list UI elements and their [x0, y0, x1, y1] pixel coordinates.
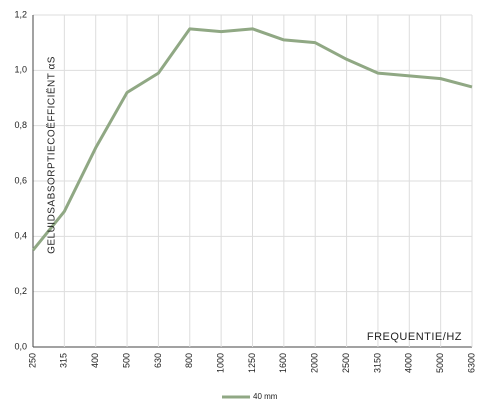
y-tick-label: 0,4	[14, 231, 27, 241]
plot: 0,0 0,2 0,4 0,6 0,8 1,0 1,2 250 315 400 500 630 800 1…	[14, 9, 476, 401]
x-tick-label: 630	[153, 353, 163, 368]
x-tick-label: 315	[59, 353, 69, 368]
x-tick-label: 800	[184, 353, 194, 368]
x-tick-label: 5000	[435, 353, 445, 373]
legend-label: 40 mm	[253, 392, 278, 401]
x-tick-label: 6300	[466, 353, 476, 373]
series-line	[31, 27, 473, 252]
x-tick-label: 2500	[341, 353, 351, 373]
x-tick-label: 3150	[372, 353, 382, 373]
y-tick-label: 0,0	[14, 341, 27, 351]
x-tick-label: 1000	[216, 353, 226, 373]
x-tick-label: 1250	[247, 353, 257, 373]
x-tick-label: 400	[90, 353, 100, 368]
y-tick-label: 0,2	[14, 286, 27, 296]
y-tick-label: 1,0	[14, 65, 27, 75]
y-tick-label: 0,6	[14, 175, 27, 185]
x-tick-label: 500	[121, 353, 131, 368]
x-tick-label: 1600	[278, 353, 288, 373]
x-tick-label: 2000	[310, 353, 320, 373]
x-tick-label: 250	[27, 353, 37, 368]
y-tick-label: 1,2	[14, 9, 27, 19]
x-axis-label: FREQUENTIE/HZ	[367, 331, 462, 343]
y-tick-label: 0,8	[14, 120, 27, 130]
x-tick-label: 4000	[404, 353, 414, 373]
y-axis-label: GELUIDSABSORPTIECOËFFICIËNT αS	[46, 56, 58, 254]
